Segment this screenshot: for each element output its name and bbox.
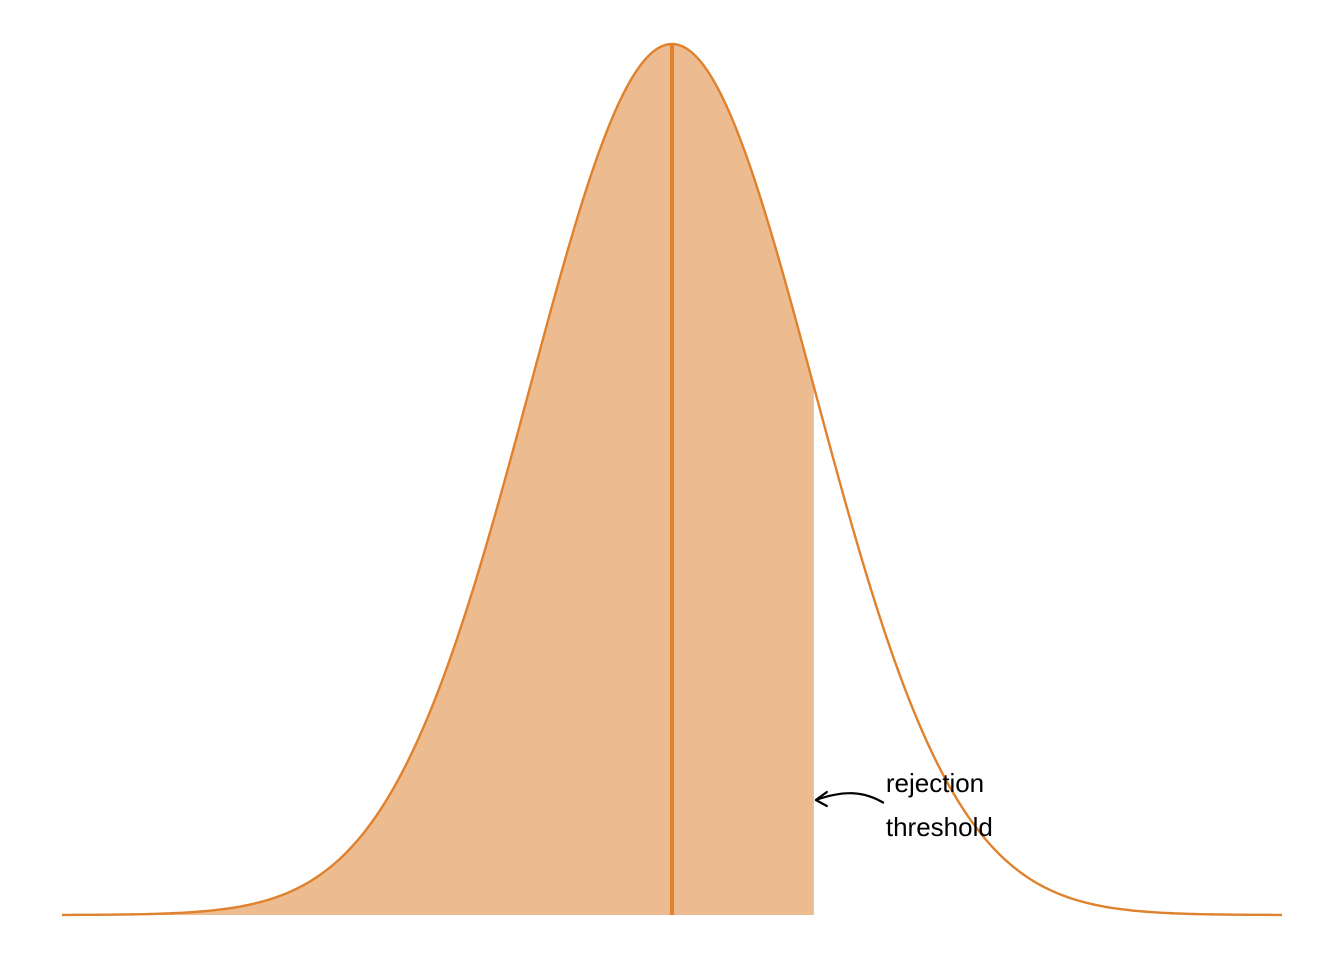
annotation-arrowhead-icon [814, 790, 828, 808]
non-rejection-shaded-area [62, 44, 814, 915]
annotation-text-line2: threshold [886, 812, 993, 842]
annotation-arrow [815, 792, 885, 804]
annotation-text-line1: rejection [886, 768, 984, 798]
